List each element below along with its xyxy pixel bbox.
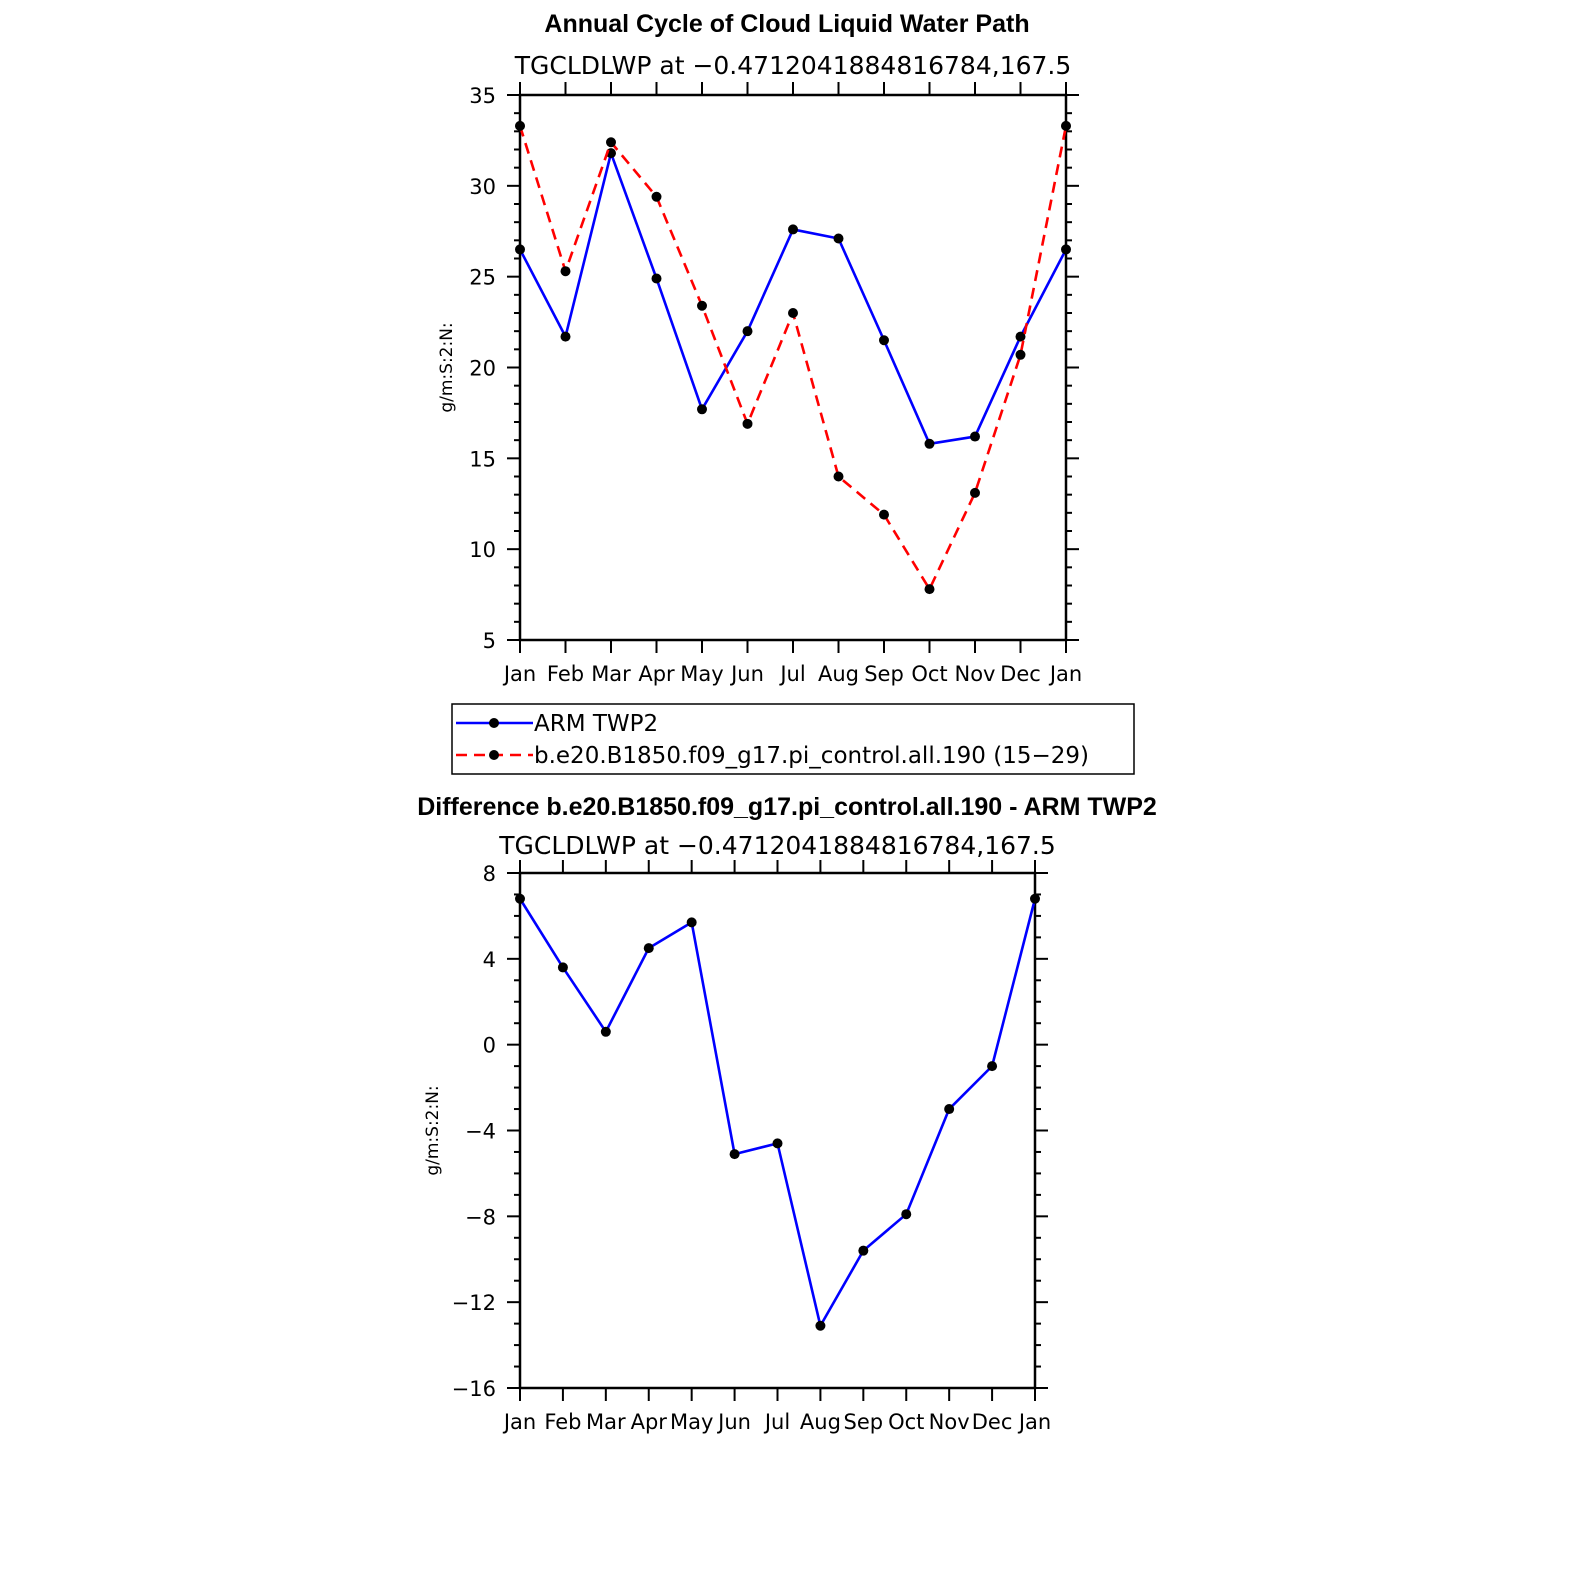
y-tick-label: −16 — [452, 1377, 496, 1401]
x-tick-label: Feb — [547, 662, 584, 686]
y-tick-label: 35 — [469, 84, 496, 108]
data-point — [1061, 120, 1071, 131]
data-point — [833, 233, 844, 244]
series-line — [518, 125, 1068, 591]
data-point — [1015, 349, 1026, 360]
x-tick-label: Nov — [955, 662, 996, 686]
chart-title: Annual Cycle of Cloud Liquid Water Path — [544, 10, 1029, 38]
y-tick-label: −12 — [452, 1291, 496, 1315]
legend-swatch-marker — [489, 718, 499, 728]
legend-swatch-marker — [489, 750, 499, 760]
data-point — [560, 331, 571, 342]
x-tick-label: Feb — [544, 1410, 581, 1434]
x-tick-label: Dec — [1000, 662, 1041, 686]
data-point — [815, 1320, 826, 1331]
y-tick-label: 0 — [483, 1034, 496, 1058]
data-point — [606, 137, 616, 148]
data-point — [515, 893, 525, 904]
series-line — [518, 898, 1037, 1328]
x-tick-label: Mar — [591, 662, 631, 686]
annual-cycle-chart: Annual Cycle of Cloud Liquid Water Path T… — [437, 10, 1082, 686]
x-tick-label: Jan — [502, 662, 536, 686]
y-axis-label: g/m:S:2:N: — [423, 1085, 443, 1175]
x-tick-label: Dec — [972, 1410, 1013, 1434]
data-point — [970, 431, 980, 442]
x-tick-label: Aug — [800, 1410, 841, 1434]
data-point — [557, 962, 568, 973]
data-point — [1061, 244, 1071, 255]
data-point — [1030, 893, 1040, 904]
x-tick-label: May — [670, 1410, 713, 1434]
chart-subtitle: TGCLDLWP at −0.4712041884816784,167.5 — [514, 51, 1072, 80]
data-point — [742, 326, 753, 337]
y-tick-label: −8 — [465, 1205, 496, 1229]
data-point — [515, 120, 525, 131]
chart-legend: ARM TWP2 b.e20.B1850.f09_g17.pi_control.a… — [451, 703, 1135, 775]
plot-frame — [518, 93, 1068, 642]
data-point — [879, 509, 889, 520]
x-tick-label: Nov — [929, 1410, 970, 1434]
x-tick-label: Sep — [844, 1410, 884, 1434]
x-tick-label: Jan — [1017, 1410, 1051, 1434]
x-tick-label: Jan — [502, 1410, 536, 1434]
x-tick-label: Jan — [1048, 662, 1082, 686]
data-point — [924, 584, 935, 595]
legend-entry-label: ARM TWP2 — [534, 711, 658, 737]
data-point — [1015, 331, 1026, 342]
series-line — [518, 151, 1068, 446]
x-tick-label: Jul — [763, 1410, 790, 1434]
x-tick-label: Jun — [716, 1410, 751, 1434]
data-point — [600, 1026, 611, 1037]
data-point — [686, 917, 697, 928]
data-point — [879, 335, 889, 346]
y-tick-label: 30 — [469, 175, 496, 199]
data-point — [643, 943, 654, 954]
data-point — [772, 1138, 783, 1149]
data-point — [901, 1209, 912, 1220]
data-point — [729, 1149, 740, 1160]
x-tick-label: Mar — [586, 1410, 626, 1434]
y-tick-label: 15 — [469, 447, 496, 471]
data-point — [788, 224, 798, 235]
x-tick-label: May — [680, 662, 723, 686]
x-tick-label: Sep — [864, 662, 904, 686]
data-point — [651, 191, 662, 202]
data-point — [970, 487, 980, 498]
y-tick-label: −4 — [465, 1120, 496, 1144]
x-tick-label: Oct — [888, 1410, 924, 1434]
x-tick-label: Oct — [911, 662, 947, 686]
plot-frame — [518, 871, 1037, 1390]
data-point — [697, 404, 707, 415]
data-point — [697, 300, 707, 311]
chart-title: Difference b.e20.B1850.f09_g17.pi_contro… — [417, 793, 1157, 821]
x-tick-label: Jun — [729, 662, 764, 686]
y-tick-label: 10 — [469, 538, 496, 562]
legend-entry-label: b.e20.B1850.f09_g17.pi_control.all.190 (… — [534, 743, 1089, 769]
data-point — [788, 308, 798, 318]
legend-box — [451, 703, 1135, 775]
data-point — [924, 438, 935, 449]
y-tick-label: 8 — [483, 862, 496, 886]
data-point — [987, 1061, 998, 1072]
y-tick-label: 5 — [483, 629, 496, 653]
x-tick-label: Apr — [638, 662, 675, 686]
difference-chart: Difference b.e20.B1850.f09_g17.pi_contro… — [417, 793, 1157, 1434]
y-tick-label: 20 — [469, 357, 496, 381]
data-point — [560, 266, 571, 277]
data-point — [651, 273, 662, 284]
y-tick-label: 4 — [483, 948, 496, 972]
x-tick-label: Apr — [631, 1410, 668, 1434]
y-tick-label: 25 — [469, 266, 496, 290]
y-axis-label: g/m:S:2:N: — [437, 322, 457, 412]
x-tick-label: Aug — [818, 662, 859, 686]
chart-subtitle: TGCLDLWP at −0.4712041884816784,167.5 — [498, 831, 1056, 860]
data-point — [742, 418, 753, 429]
x-tick-label: Jul — [778, 662, 805, 686]
data-point — [515, 244, 525, 255]
data-point — [944, 1104, 955, 1115]
data-point — [858, 1245, 869, 1256]
data-point — [833, 471, 844, 482]
